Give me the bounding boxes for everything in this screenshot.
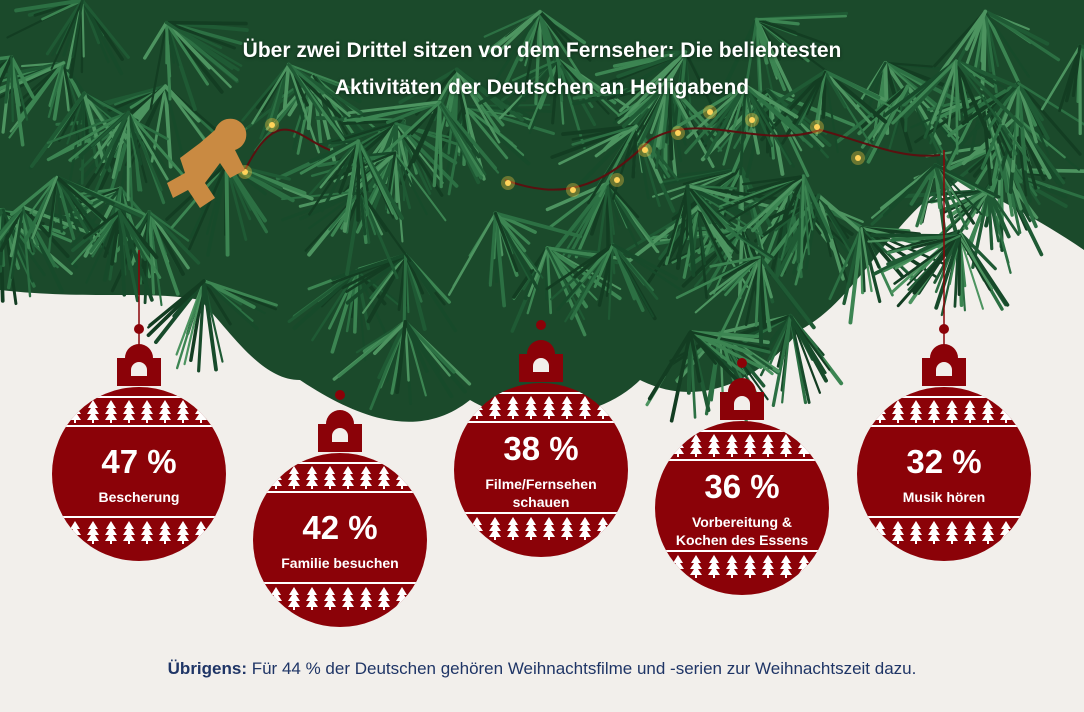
ornament-0: 47 % Bescherung [51,324,227,562]
activity-label: Vorbereitung & Kochen des Essens [675,514,809,548]
percent-value: 42 % [302,509,378,546]
percent-value: 32 % [906,443,982,480]
footer-text: Für 44 % der Deutschen gehören Weihnacht… [247,659,917,678]
activity-label: Bescherung [98,489,180,505]
activity-label: Filme/Fernsehen schauen [485,476,597,510]
percent-value: 47 % [101,443,177,480]
ornament-bauble-icon [655,358,829,595]
ornament-4: 32 % Musik hören [856,324,1032,562]
title-line-2: Aktivitäten der Deutschen an Heiligabend [334,76,750,99]
chart-title: Über zwei Drittel sitzen vor dem Fernseh… [0,32,1084,106]
activity-label: Familie besuchen [281,555,399,571]
footer-bold: Übrigens: [167,659,247,678]
ornament-bauble-icon [253,390,427,627]
ornament-bauble-icon [454,320,628,557]
ornament-3: 36 % Vorbereitung & Kochen des Essens [654,358,830,596]
footer-note: Übrigens: Für 44 % der Deutschen gehören… [0,659,1084,679]
title-line-1: Über zwei Drittel sitzen vor dem Fernseh… [242,39,842,62]
ornament-bauble-icon [52,324,226,561]
activity-label: Musik hören [902,489,986,505]
percent-value: 36 % [704,468,780,505]
percent-value: 38 % [503,430,579,467]
ornament-bauble-icon [857,324,1031,561]
ornament-1: 42 % Familie besuchen [252,390,428,628]
gingerbread-decoration [167,118,247,208]
ornament-2: 38 % Filme/Fernsehen schauen [453,320,629,558]
